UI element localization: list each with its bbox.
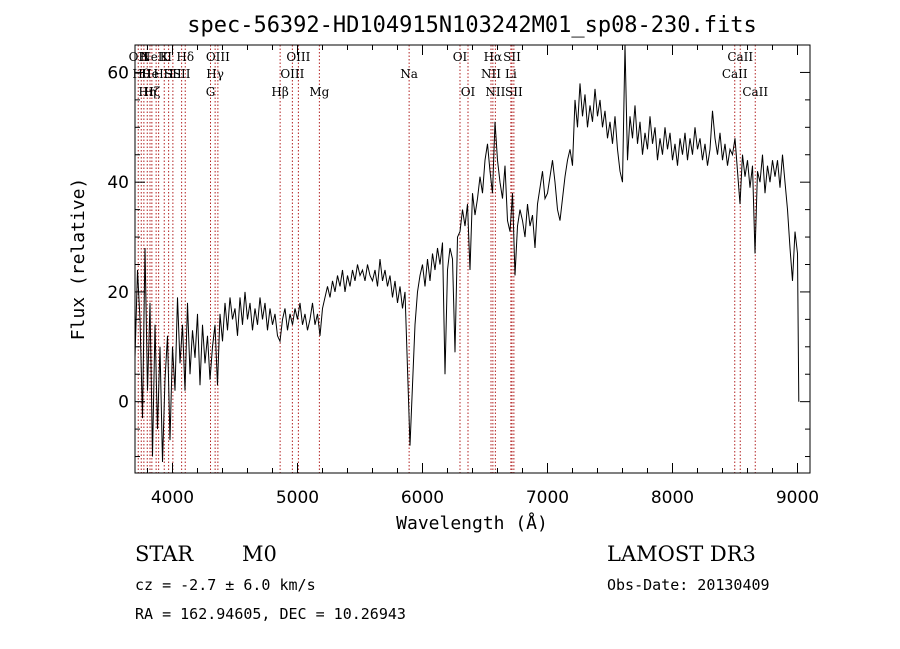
object-subclass: M0 <box>242 542 277 566</box>
x-tick-label: 7000 <box>526 488 569 508</box>
line-marker-label-1: Hθ <box>132 67 150 81</box>
spectral-line-markers <box>137 45 756 473</box>
y-tick-label: 20 <box>107 283 129 303</box>
line-marker-label-22: OI <box>461 85 476 99</box>
spectrum-series-line <box>134 44 800 463</box>
line-marker-label-30: CaII <box>727 50 753 64</box>
plot-frame <box>134 44 811 474</box>
x-tick-label: 8000 <box>651 488 694 508</box>
x-axis-label: Wavelength (Å) <box>396 512 548 534</box>
line-marker-label-18: OIII <box>286 50 310 64</box>
survey-name: LAMOST DR3 <box>607 542 756 566</box>
x-tick-label: 9000 <box>776 488 819 508</box>
x-tick-label: 4000 <box>151 488 194 508</box>
line-marker-label-3: Hη <box>138 85 156 99</box>
line-marker-label-19: Mg <box>309 85 329 99</box>
line-marker-label-26: Li <box>505 67 517 81</box>
line-marker-label-28: SII <box>505 85 523 99</box>
line-marker-label-0: OII <box>129 50 149 64</box>
line-marker-label-14: Hγ <box>206 67 224 81</box>
x-tick-label: 5000 <box>276 488 319 508</box>
line-marker-label-13: G <box>206 85 216 99</box>
line-marker-label-24: Hα <box>484 50 503 64</box>
line-marker-label-31: CaII <box>742 85 768 99</box>
y-tick-label: 40 <box>107 173 129 193</box>
spectral-line-labels: OIIHθHHηHeHζNeIIIHKHSIISIIHδGHγOIIIHβOII… <box>129 50 769 99</box>
line-marker-label-17: OIII <box>280 67 304 81</box>
chart-title: spec-56392-HD104915N103242M01_sp08-230.f… <box>187 13 757 38</box>
redshift-readout: cz = -2.7 ± 6.0 km/s <box>135 576 316 594</box>
y-tick-label: 0 <box>118 393 129 413</box>
line-marker-label-5: Hζ <box>143 85 160 99</box>
obs-date: Obs-Date: 20130409 <box>607 576 770 594</box>
line-marker-label-16: Hβ <box>271 85 288 99</box>
y-axis-label: Flux (relative) <box>68 178 89 341</box>
line-marker-label-10: SII <box>164 67 182 81</box>
line-marker-label-7: H <box>153 67 163 81</box>
line-marker-label-15: OIII <box>206 50 230 64</box>
line-marker-label-6: NeIII <box>140 50 172 64</box>
line-marker-label-29: CaII <box>722 67 748 81</box>
line-marker-label-11: SII <box>173 67 191 81</box>
x-axis-ticks: 4000 5000 6000 7000 8000 9000 <box>147 45 819 508</box>
line-marker-label-27: SII <box>503 50 521 64</box>
x-tick-label: 6000 <box>401 488 444 508</box>
line-marker-label-2: H <box>139 50 149 64</box>
line-marker-label-23: NII <box>481 67 501 81</box>
line-marker-label-25: NII <box>485 85 505 99</box>
line-marker-label-21: OI <box>453 50 468 64</box>
line-marker-label-20: Na <box>400 67 418 81</box>
line-marker-label-9: H <box>163 67 173 81</box>
line-marker-label-4: He <box>141 67 159 81</box>
line-marker-label-12: Hδ <box>176 50 194 64</box>
line-marker-label-8: K <box>160 50 170 64</box>
y-axis-ticks: 0 20 40 60 <box>107 63 810 458</box>
object-class: STAR <box>135 542 194 566</box>
y-tick-label: 60 <box>107 63 129 83</box>
coordinates: RA = 162.94605, DEC = 10.26943 <box>135 605 406 623</box>
